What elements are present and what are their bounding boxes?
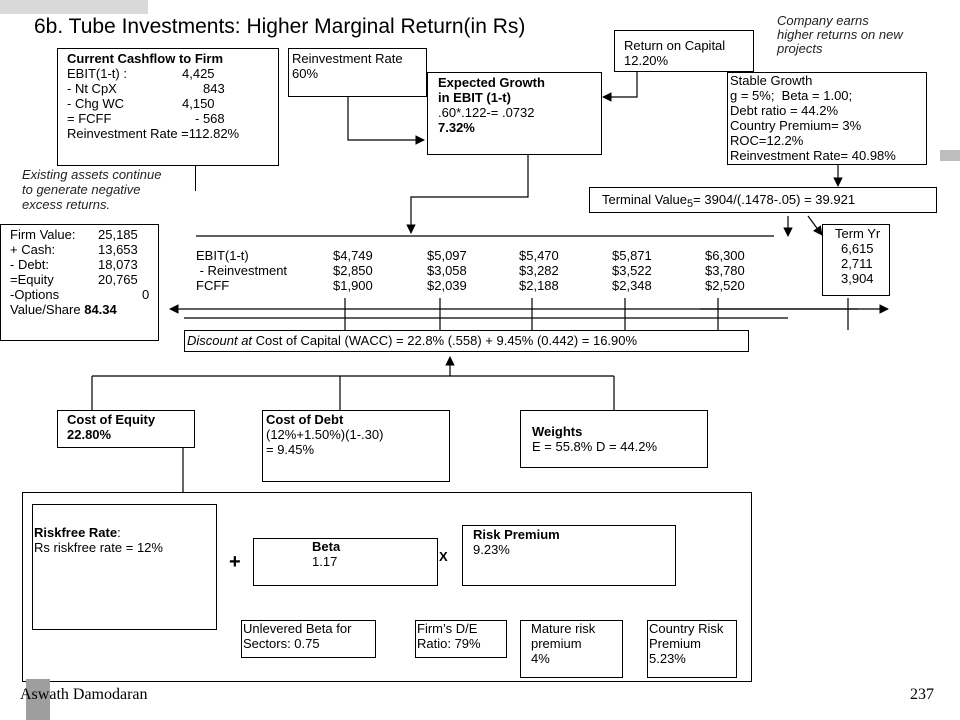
- cashflow-title: Current Cashflow to Firm: [67, 51, 224, 66]
- arrow-terminal-to-termyr-2: [807, 215, 823, 236]
- return-on-capital-box: Return on Capital 12.20%: [614, 30, 754, 72]
- stable-growth-box: Stable Growth g = 5%; Beta = 1.00; Debt …: [727, 72, 927, 165]
- title-tab: [0, 0, 148, 14]
- cost-of-debt-box: Cost of Debt (12%+1.50%)(1-.30) = 9.45%: [262, 410, 450, 482]
- current-cashflow-box: Current Cashflow to Firm EBIT(1-t) :4,42…: [57, 48, 279, 166]
- page-number: 237: [910, 686, 934, 703]
- side-tab: [940, 150, 960, 161]
- unlevered-beta-box: Unlevered Beta for Sectors: 0.75: [241, 620, 376, 658]
- beta-box: Beta 1.17: [253, 538, 438, 586]
- country-risk-premium-box: Country Risk Premium 5.23%: [647, 620, 737, 678]
- footer-accent: [26, 679, 50, 720]
- cashflow-year-2: $5,097 $3,058 $2,039: [427, 248, 467, 293]
- wacc-box: Discount at Cost of Capital (WACC) = 22.…: [184, 330, 749, 352]
- cost-of-equity-box: Cost of Equity 22.80%: [57, 410, 195, 448]
- cashflow-row-labels: EBIT(1-t) - Reinvestment FCFF: [196, 248, 288, 293]
- arrow-roc-to-growth: [602, 72, 638, 102]
- page-title: 6b. Tube Investments: Higher Marginal Re…: [34, 15, 526, 38]
- value-per-share: 84.34: [84, 302, 117, 317]
- note-higher-returns: Company earns higher returns on new proj…: [777, 13, 903, 56]
- cashflow-year-5: $6,300 $3,780 $2,520: [705, 248, 745, 293]
- plus-operator: +: [229, 551, 241, 573]
- arrow-reinvestment-to-growth: [347, 97, 425, 145]
- cashflow-reinvestment-rate: Reinvestment Rate =112.82%: [67, 126, 240, 141]
- mature-risk-premium-box: Mature risk premium 4%: [520, 620, 623, 678]
- cashflow-year-1: $4,749 $2,850 $1,900: [333, 248, 373, 293]
- firm-value-box: Firm Value: 25,185 + Cash: 13,653 - Debt: 1…: [0, 224, 159, 341]
- arrow-growth-to-table: [406, 155, 529, 234]
- weights-box: Weights E = 55.8% D = 44.2%: [520, 410, 708, 468]
- times-operator: X: [439, 549, 448, 564]
- reinvestment-rate-box: Reinvestment Rate 60%: [288, 48, 427, 97]
- term-year-box: Term Yr 6,615 2,711 3,904: [822, 224, 890, 296]
- terminal-value-box: Terminal Value5= 3904/(.1478-.05) = 39.9…: [589, 187, 937, 213]
- cashflow-year-3: $5,470 $3,282 $2,188: [519, 248, 559, 293]
- riskfree-rate-box: Riskfree Rate: Rs riskfree rate = 12%: [32, 504, 217, 630]
- cashflow-year-4: $5,871 $3,522 $2,348: [612, 248, 652, 293]
- firm-de-box: Firm’s D/E Ratio: 79%: [415, 620, 507, 658]
- note-existing-assets: Existing assets continue to generate neg…: [22, 167, 162, 212]
- footer-author: Aswath Damodaran: [20, 686, 148, 703]
- expected-growth-box: Expected Growth in EBIT (1-t) .60*.122-=…: [427, 72, 602, 155]
- risk-premium-box: Risk Premium 9.23%: [462, 525, 676, 586]
